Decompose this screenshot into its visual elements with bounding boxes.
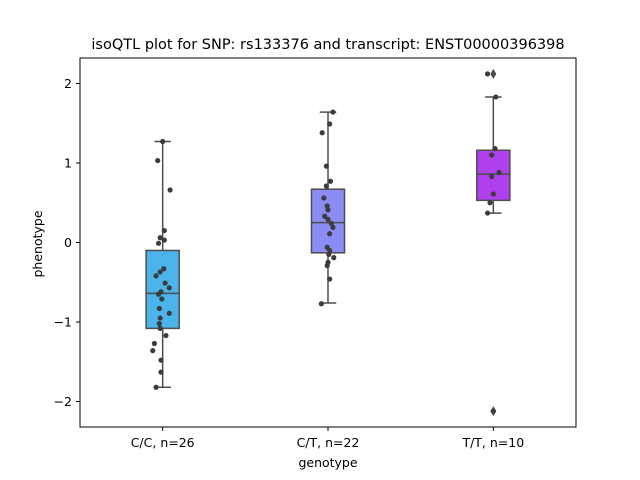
data-point (326, 251, 332, 258)
x-tick-label: C/C, n=26 (131, 435, 195, 450)
x-axis: C/C, n=26 C/T, n=22 T/T, n=10 (131, 427, 524, 450)
data-point (484, 71, 491, 77)
data-point (321, 195, 327, 201)
data-point (319, 130, 325, 136)
box-iqr (145, 249, 180, 330)
y-tick-label: −1 (54, 315, 72, 330)
data-point (153, 384, 159, 390)
data-point (328, 220, 334, 227)
y-tick-label: −2 (54, 394, 72, 409)
data-point (492, 146, 498, 152)
data-point (330, 109, 336, 115)
data-point (157, 315, 163, 321)
data-point (163, 332, 169, 339)
data-point (490, 191, 496, 197)
data-point (484, 210, 491, 216)
data-point (166, 285, 172, 291)
data-point (496, 169, 502, 176)
y-tick-label: 2 (64, 76, 72, 91)
data-point (487, 200, 493, 206)
data-point (322, 213, 328, 219)
data-point (489, 152, 495, 158)
data-point (490, 408, 496, 414)
data-point (325, 216, 331, 223)
data-point (327, 247, 333, 254)
data-point (318, 301, 324, 307)
data-point (157, 235, 163, 241)
data-point (493, 94, 499, 100)
data-point (324, 203, 330, 209)
data-point (161, 266, 167, 272)
data-point (153, 273, 159, 279)
data-point (327, 178, 334, 184)
data-point (160, 138, 166, 145)
data-point (161, 237, 167, 243)
data-point (323, 183, 329, 189)
data-point (327, 121, 333, 127)
outlier-marker (490, 68, 497, 79)
x-tick-label: C/T, n=22 (297, 435, 360, 450)
data-point (151, 340, 157, 347)
data-point (330, 224, 336, 230)
y-tick-label: 0 (64, 235, 72, 250)
y-tick-label: 1 (64, 155, 72, 170)
y-axis-label: phenotype (30, 210, 45, 277)
data-point (150, 348, 156, 354)
data-point (157, 325, 163, 331)
y-axis: 2 1 0 −1 −2 (54, 76, 80, 409)
data-point (157, 269, 163, 275)
data-point (155, 240, 162, 246)
point-group (150, 71, 502, 414)
data-point (323, 163, 329, 169)
data-point (324, 262, 330, 269)
data-point (159, 296, 165, 302)
x-axis-label: genotype (298, 455, 357, 470)
data-point (167, 187, 173, 193)
data-point (331, 255, 337, 261)
data-point (155, 157, 161, 164)
data-point (327, 231, 333, 237)
x-tick-label: T/T, n=10 (461, 435, 524, 450)
chart-title: isoQTL plot for SNP: rs133376 and transc… (91, 37, 564, 53)
data-point (156, 305, 162, 312)
box-group (145, 68, 511, 417)
data-point (158, 289, 164, 295)
data-point (489, 173, 495, 180)
data-point (327, 276, 333, 282)
data-point (161, 227, 167, 234)
data-point (158, 357, 164, 363)
data-point (166, 310, 172, 316)
data-point (156, 321, 162, 327)
data-point (162, 280, 168, 286)
data-point (158, 369, 164, 375)
data-point (325, 207, 331, 213)
